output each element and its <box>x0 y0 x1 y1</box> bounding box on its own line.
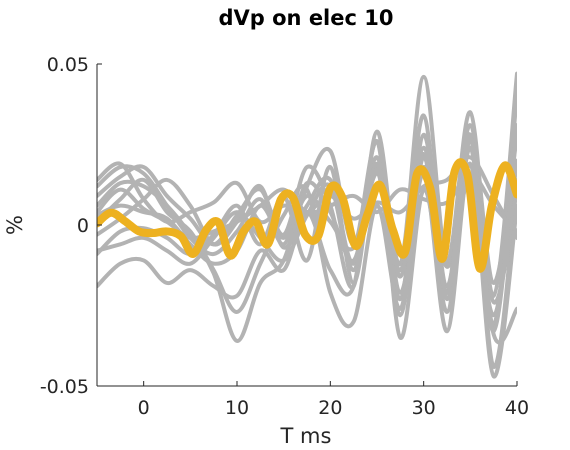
x-tick-label: 20 <box>318 397 342 419</box>
y-tick-label: 0.05 <box>47 54 89 76</box>
y-ticks: -0.05 0 0.05 <box>40 54 102 398</box>
mean-line <box>97 158 517 273</box>
x-tick-label: 40 <box>505 397 529 419</box>
x-tick-label: 0 <box>138 397 150 419</box>
x-ticks: 0 10 20 30 40 <box>138 381 529 419</box>
y-tick-label: -0.05 <box>40 376 89 398</box>
x-tick-label: 30 <box>412 397 436 419</box>
x-tick-label: 10 <box>225 397 249 419</box>
trial-line-8 <box>97 90 517 327</box>
chart-title: dVp on elec 10 <box>219 6 394 30</box>
x-axis-label: T ms <box>280 424 332 448</box>
y-axis-label: % <box>3 215 27 235</box>
trial-line-10 <box>97 123 517 334</box>
axes: 0 10 20 30 40 -0.05 0 0.05 <box>40 54 529 419</box>
trial-lines <box>97 71 517 379</box>
mean-line-group <box>97 158 517 273</box>
y-tick-label: 0 <box>77 215 89 237</box>
plot-area <box>97 71 517 379</box>
